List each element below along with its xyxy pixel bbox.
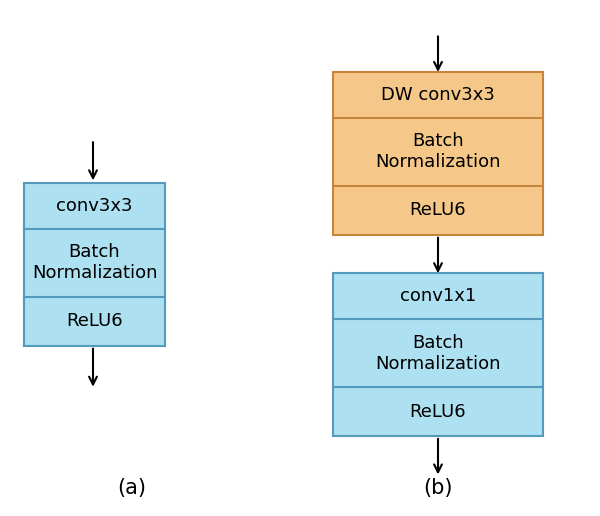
Text: ReLU6: ReLU6	[66, 312, 123, 330]
Text: DW conv3x3: DW conv3x3	[381, 86, 495, 104]
FancyBboxPatch shape	[333, 273, 543, 436]
FancyBboxPatch shape	[24, 183, 165, 346]
Text: Batch
Normalization: Batch Normalization	[375, 133, 501, 171]
Text: conv1x1: conv1x1	[400, 287, 476, 305]
Text: ReLU6: ReLU6	[410, 402, 466, 421]
Text: Batch
Normalization: Batch Normalization	[375, 334, 501, 373]
Text: Batch
Normalization: Batch Normalization	[32, 244, 157, 282]
Text: conv3x3: conv3x3	[56, 197, 133, 215]
Text: (b): (b)	[423, 478, 453, 497]
Text: (a): (a)	[118, 478, 146, 497]
Text: ReLU6: ReLU6	[410, 201, 466, 219]
FancyBboxPatch shape	[333, 72, 543, 235]
